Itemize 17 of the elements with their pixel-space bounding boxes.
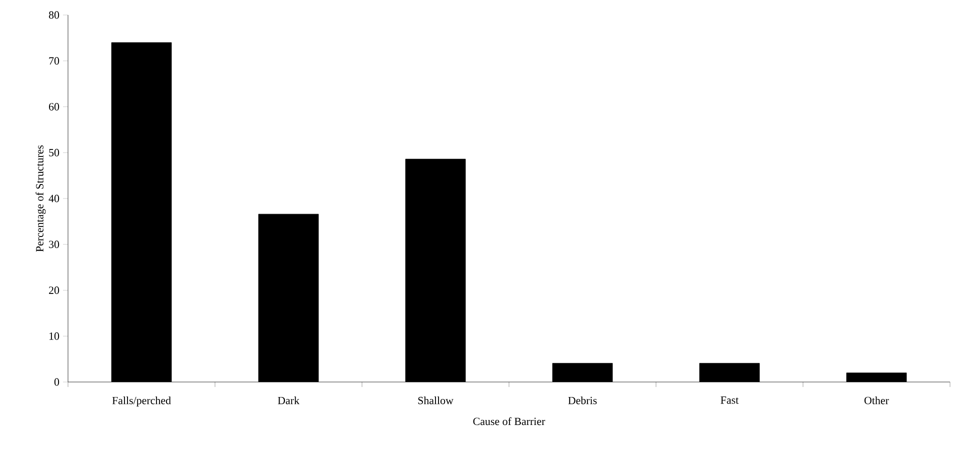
y-axis-title: Percentage of Structures [36, 145, 46, 252]
y-tick-label: 50 [49, 148, 60, 156]
x-axis-title: Cause of Barrier [473, 417, 546, 426]
y-tick-label: 80 [48, 11, 60, 19]
x-tick-label: Other [864, 396, 889, 404]
y-tick-label: 0 [54, 378, 60, 386]
y-tick-label: 10 [49, 332, 60, 340]
y-tick-label: 70 [49, 57, 60, 65]
x-tick-label: Fast [720, 396, 739, 404]
x-tick-label: Debris [568, 396, 597, 404]
x-tick-label: Dark [278, 396, 300, 404]
y-tick-label: 30 [49, 240, 60, 248]
x-tick-label: Shallow [418, 396, 454, 404]
x-tick-label: Falls/perched [112, 396, 171, 406]
y-tick-label: 20 [49, 286, 60, 294]
y-tick-label: 60 [48, 103, 60, 110]
y-tick-label: 40 [48, 194, 60, 202]
